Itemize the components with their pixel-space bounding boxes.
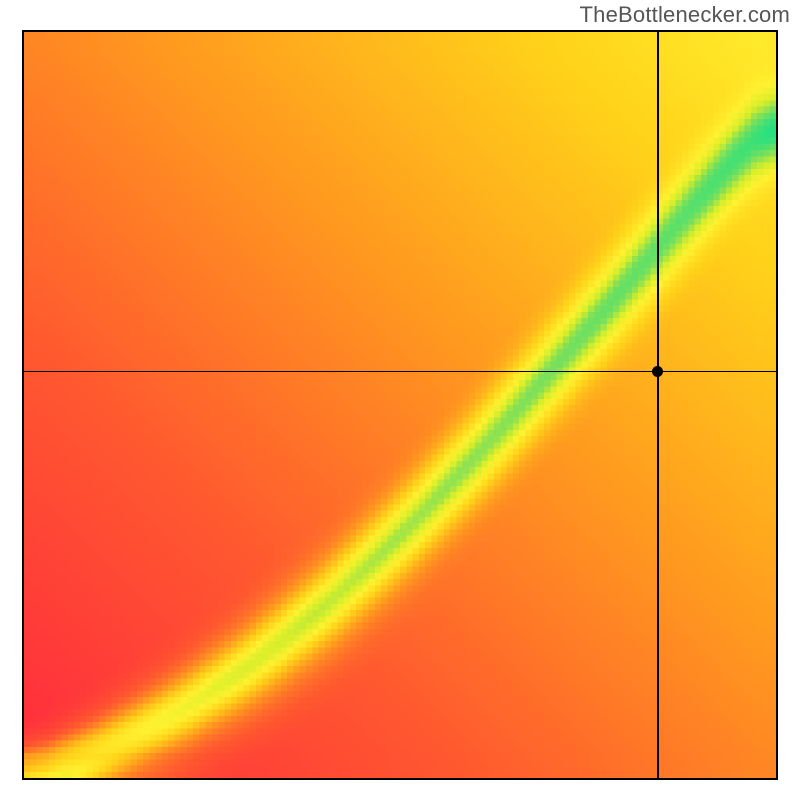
heatmap-plot-area <box>24 32 776 778</box>
heatmap-canvas <box>24 32 776 778</box>
watermark-text: TheBottlenecker.com <box>580 2 790 28</box>
